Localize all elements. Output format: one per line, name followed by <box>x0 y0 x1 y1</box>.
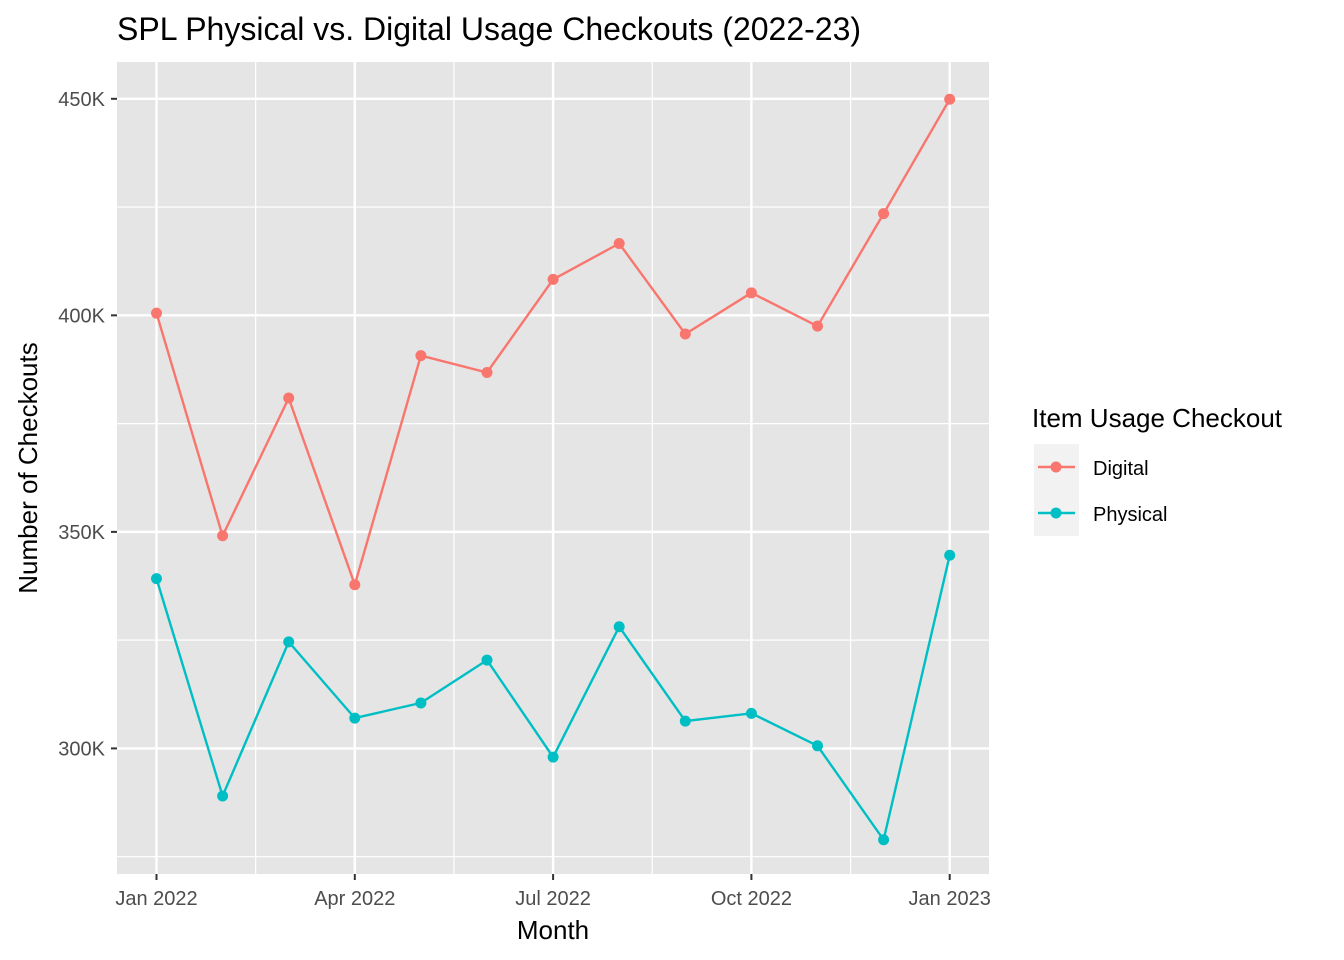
y-axis-title: Number of Checkouts <box>13 342 43 593</box>
data-point-physical <box>415 697 427 709</box>
data-point-physical <box>151 573 162 585</box>
data-point-physical <box>283 636 295 648</box>
x-tick-label: Apr 2022 <box>314 888 395 910</box>
data-point-digital <box>812 320 823 332</box>
x-tick-label: Jan 2023 <box>909 888 991 910</box>
data-point-physical <box>481 654 493 666</box>
y-axis: 300K 350K 400K 450K <box>58 89 117 760</box>
data-point-physical <box>944 549 956 561</box>
y-tick-label: 450K <box>58 89 105 111</box>
data-point-digital <box>481 367 493 379</box>
data-point-physical <box>812 740 823 752</box>
data-point-digital <box>745 287 757 299</box>
data-point-digital <box>944 93 956 105</box>
data-point-digital <box>217 530 229 542</box>
x-tick-label: Jul 2022 <box>515 888 591 910</box>
legend-title: Item Usage Checkout <box>1032 403 1283 433</box>
data-point-digital <box>283 392 295 404</box>
data-point-physical <box>613 621 625 633</box>
legend-key-dot-physical <box>1050 507 1062 519</box>
data-point-digital <box>613 237 625 249</box>
data-point-digital <box>349 579 361 591</box>
data-point-digital <box>679 328 691 340</box>
data-point-physical <box>679 715 691 727</box>
legend: Item Usage Checkout Digital Physical <box>1032 403 1283 536</box>
data-point-digital <box>415 350 427 362</box>
y-tick-label: 350K <box>58 522 105 544</box>
y-tick-label: 300K <box>58 738 105 760</box>
chart-title: SPL Physical vs. Digital Usage Checkouts… <box>117 11 861 47</box>
x-axis: Jan 2022 Apr 2022 Jul 2022 Oct 2022 Jan 2023 <box>115 874 991 910</box>
x-tick-label: Jan 2022 <box>115 888 197 910</box>
series-layer <box>151 93 956 846</box>
x-tick-label: Oct 2022 <box>711 888 792 910</box>
data-point-physical <box>878 834 890 846</box>
data-point-physical <box>547 751 559 763</box>
legend-label-digital: Digital <box>1093 458 1149 480</box>
data-point-digital <box>878 208 890 220</box>
data-point-physical <box>349 712 361 724</box>
x-axis-title: Month <box>517 915 589 945</box>
major-gridlines <box>117 62 989 874</box>
legend-key-dot-digital <box>1050 461 1062 473</box>
data-point-physical <box>217 790 229 802</box>
legend-label-physical: Physical <box>1093 504 1167 526</box>
data-point-digital <box>151 307 162 319</box>
y-tick-label: 400K <box>58 305 105 327</box>
data-point-physical <box>745 707 757 719</box>
data-point-digital <box>547 273 559 285</box>
